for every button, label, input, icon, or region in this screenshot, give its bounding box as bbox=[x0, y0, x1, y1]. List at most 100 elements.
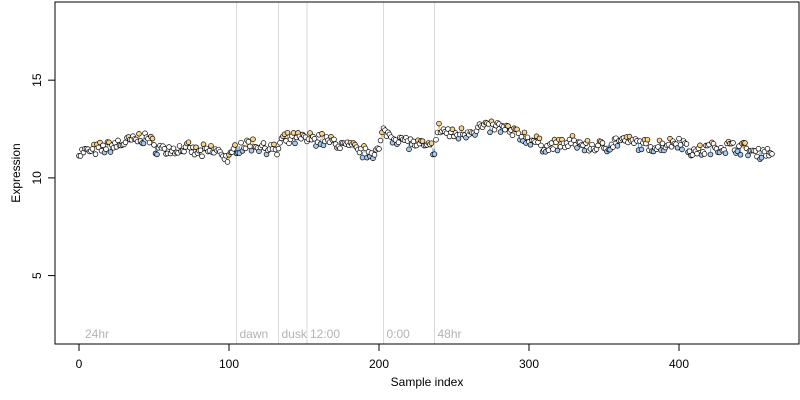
data-point bbox=[248, 147, 255, 154]
data-point bbox=[599, 140, 606, 146]
data-point bbox=[505, 123, 511, 129]
annotation-label: dusk bbox=[282, 327, 308, 341]
data-point bbox=[395, 139, 402, 146]
data-point bbox=[377, 137, 384, 144]
data-point bbox=[107, 149, 114, 155]
x-axis-title: Sample index bbox=[391, 375, 464, 389]
x-tick-label: 300 bbox=[519, 357, 539, 371]
data-point bbox=[569, 133, 576, 139]
axis-layer: 0 100 200 300 400 5 10 15 bbox=[30, 73, 689, 371]
data-point bbox=[550, 146, 556, 152]
annotation-label: 48hr bbox=[438, 327, 462, 341]
y-tick-label: 10 bbox=[30, 171, 44, 185]
data-point bbox=[701, 151, 708, 157]
data-point bbox=[290, 130, 297, 136]
data-point bbox=[679, 146, 685, 153]
data-point bbox=[122, 139, 129, 146]
data-point bbox=[140, 140, 147, 147]
data-point bbox=[521, 129, 528, 136]
data-point bbox=[208, 143, 214, 149]
data-point bbox=[707, 151, 714, 158]
data-point bbox=[554, 147, 561, 154]
data-point bbox=[146, 139, 153, 146]
x-tick-label: 400 bbox=[669, 357, 689, 371]
data-point bbox=[697, 142, 703, 149]
data-point bbox=[433, 136, 439, 143]
data-point bbox=[271, 141, 277, 148]
x-tick-label: 200 bbox=[369, 357, 389, 371]
data-point bbox=[683, 141, 690, 147]
data-point bbox=[755, 146, 762, 152]
annotation-layer: 24hr dawn dusk 12:00 0:00 48hr bbox=[85, 2, 462, 344]
data-point bbox=[428, 140, 435, 146]
data-point bbox=[676, 135, 682, 142]
data-point bbox=[238, 139, 244, 146]
data-point bbox=[614, 143, 621, 149]
data-point bbox=[722, 150, 729, 156]
data-point bbox=[250, 136, 256, 142]
data-point bbox=[458, 125, 465, 131]
data-point bbox=[151, 142, 157, 148]
data-point bbox=[487, 129, 493, 136]
data-point bbox=[737, 151, 744, 158]
data-point bbox=[224, 159, 231, 165]
x-tick-label: 100 bbox=[219, 357, 239, 371]
data-point bbox=[536, 135, 543, 142]
data-point bbox=[331, 136, 337, 143]
data-point bbox=[103, 146, 109, 152]
data-point bbox=[538, 142, 544, 149]
data-point bbox=[77, 153, 84, 159]
data-point bbox=[431, 151, 438, 157]
data-point bbox=[515, 130, 522, 137]
data-point bbox=[571, 137, 577, 144]
data-point bbox=[574, 145, 580, 151]
data-point bbox=[260, 140, 267, 146]
plot-frame bbox=[54, 1, 800, 345]
data-point bbox=[638, 146, 645, 153]
annotation-label: 0:00 bbox=[387, 327, 411, 341]
data-point bbox=[307, 130, 313, 136]
data-point bbox=[734, 148, 741, 155]
annotation-label: 12:00 bbox=[310, 327, 340, 341]
data-point bbox=[509, 132, 516, 139]
data-point bbox=[730, 140, 736, 146]
data-point bbox=[362, 145, 369, 152]
data-point bbox=[100, 142, 106, 149]
data-point bbox=[497, 129, 504, 135]
y-tick-label: 5 bbox=[30, 272, 44, 279]
data-point bbox=[610, 144, 616, 150]
data-point bbox=[197, 147, 204, 153]
data-point bbox=[694, 150, 700, 157]
data-point bbox=[524, 134, 531, 141]
data-point bbox=[644, 136, 651, 143]
data-point bbox=[242, 145, 249, 152]
data-point bbox=[436, 120, 442, 127]
data-point bbox=[166, 144, 172, 150]
data-point bbox=[136, 131, 142, 137]
data-point bbox=[419, 138, 426, 144]
data-point bbox=[769, 151, 775, 157]
data-point bbox=[406, 146, 412, 153]
y-tick-label: 15 bbox=[30, 73, 44, 87]
data-point bbox=[359, 154, 366, 161]
data-point bbox=[154, 151, 160, 158]
data-point bbox=[185, 139, 192, 145]
data-point bbox=[232, 142, 238, 148]
y-axis-title: Expression bbox=[9, 143, 23, 202]
data-point bbox=[292, 140, 298, 147]
data-point bbox=[193, 144, 199, 151]
point-layer bbox=[76, 118, 775, 165]
data-point bbox=[319, 131, 325, 137]
data-point bbox=[92, 151, 99, 157]
data-point bbox=[545, 147, 552, 153]
data-point bbox=[275, 145, 282, 152]
annotation-label: 24hr bbox=[85, 327, 109, 341]
x-tick-label: 0 bbox=[76, 357, 83, 371]
data-point bbox=[277, 140, 283, 146]
data-point bbox=[274, 151, 280, 158]
data-point bbox=[95, 144, 102, 151]
data-point bbox=[376, 146, 382, 152]
data-point bbox=[284, 129, 291, 136]
data-point bbox=[745, 152, 751, 159]
